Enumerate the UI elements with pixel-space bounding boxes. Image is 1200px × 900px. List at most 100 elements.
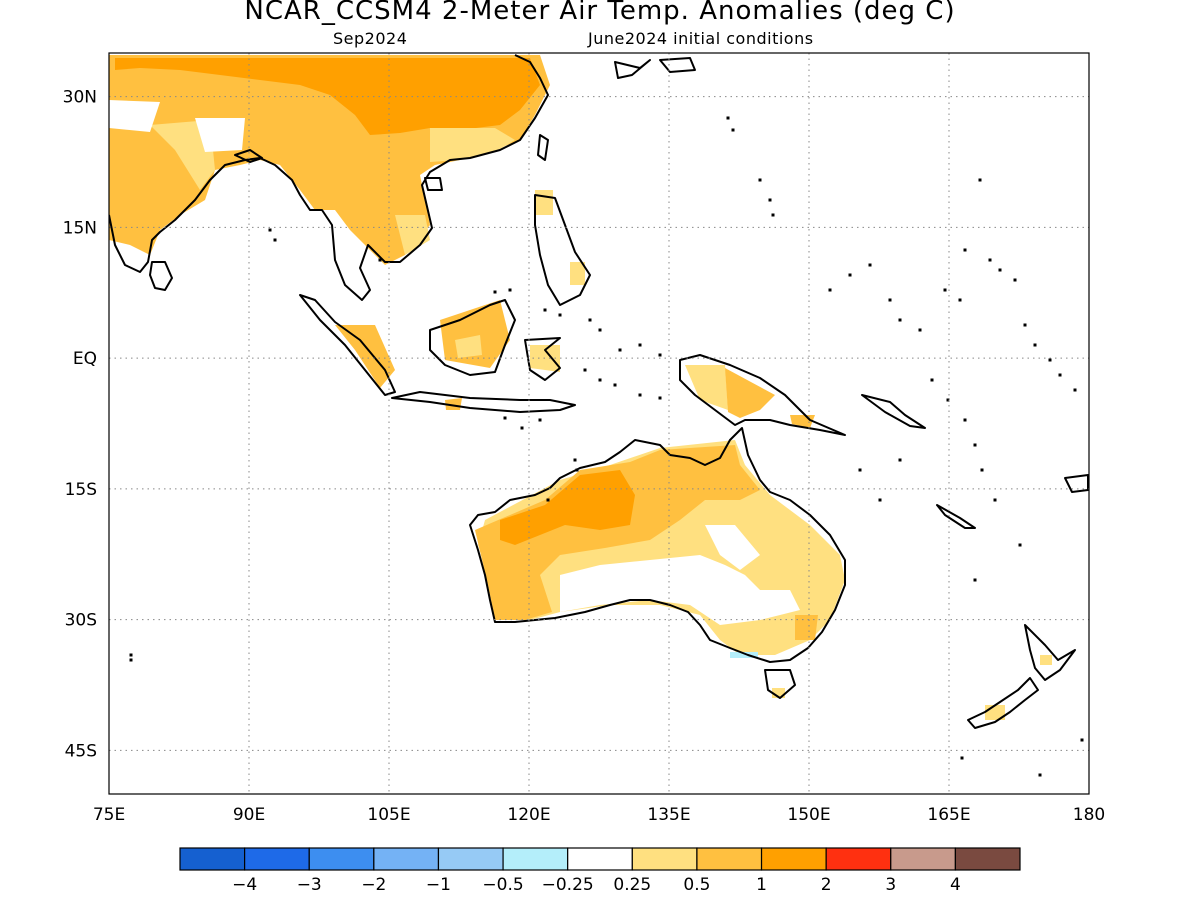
y-tick-label: 15N	[63, 218, 97, 238]
island-dot	[943, 288, 947, 292]
coast-new-zealand-north	[1024, 624, 1076, 681]
colorbar-label: 0.5	[683, 875, 710, 895]
colorbar-label: 1	[756, 875, 767, 895]
map-title: NCAR_CCSM4 2-Meter Air Temp. Anomalies (…	[244, 0, 956, 26]
island-dot	[848, 273, 852, 277]
colorbar-swatch	[437, 847, 504, 871]
colorbar-label: 2	[821, 875, 832, 895]
island-dot	[588, 318, 592, 322]
coast-new-zealand-south	[967, 677, 1039, 729]
colorbar-label: −4	[232, 875, 257, 895]
x-axis-labels: 75E 90E 105E 120E 135E 150E 165E 180	[93, 805, 1105, 825]
colorbar-swatch	[244, 847, 310, 871]
island-dot	[771, 213, 775, 217]
island-dot	[638, 393, 642, 397]
island-dot	[1080, 738, 1084, 742]
colorbar-label: −0.25	[542, 875, 594, 895]
island-dot	[1023, 323, 1027, 327]
coast-india-indochina	[109, 54, 549, 301]
island-dot	[508, 288, 512, 292]
island-dot	[129, 658, 133, 662]
colorbar-swatch	[502, 847, 569, 871]
island-dots	[129, 116, 1084, 777]
island-dot	[378, 258, 382, 262]
island-dot	[993, 498, 997, 502]
colorbar: −4 −3 −2 −1 −0.5 −0.25 0.25 0.5 1 2 3 4	[179, 847, 1021, 895]
colorbar-label: 4	[950, 875, 961, 895]
island-dot	[726, 116, 730, 120]
colorbar-swatch	[631, 847, 698, 871]
island-dot	[898, 458, 902, 462]
asia-anomaly-1-2	[115, 58, 540, 135]
island-dot	[575, 468, 579, 472]
colorbar-label: 0.25	[613, 875, 651, 895]
colorbar-swatch	[954, 847, 1021, 871]
island-dot	[963, 248, 967, 252]
colorbar-swatch	[825, 847, 892, 871]
island-dot	[638, 343, 642, 347]
island-dot	[1058, 373, 1062, 377]
island-dot	[963, 418, 967, 422]
colorbar-swatch	[179, 847, 246, 871]
island-dot	[598, 328, 602, 332]
island-dot	[973, 578, 977, 582]
colorbar-swatch	[308, 847, 375, 871]
coast-sri-lanka	[149, 261, 173, 291]
island-dot	[960, 756, 964, 760]
asia-anomaly-0.25-0.5	[430, 128, 515, 162]
map-gridlines	[109, 53, 1089, 794]
island-dot	[1018, 543, 1022, 547]
colorbar-label: 3	[885, 875, 896, 895]
x-tick-label: 105E	[367, 805, 410, 825]
island-dot	[988, 258, 992, 262]
coast-java	[391, 391, 576, 413]
y-tick-label: 45S	[65, 741, 97, 761]
colorbar-label: −3	[297, 875, 322, 895]
colorbar-swatch	[890, 847, 956, 871]
island-dot	[978, 178, 982, 182]
coast-borneo	[429, 299, 516, 376]
initial-conditions: June2024 initial conditions	[588, 29, 814, 48]
y-tick-label: 15S	[65, 480, 97, 500]
coast-taiwan	[537, 134, 549, 161]
island-dot	[946, 398, 950, 402]
island-dot	[888, 298, 892, 302]
coastlines	[109, 54, 1089, 729]
island-dot	[973, 443, 977, 447]
island-dot	[1038, 773, 1042, 777]
island-dot	[618, 348, 622, 352]
coast-new-guinea	[679, 354, 846, 436]
island-dot	[758, 178, 762, 182]
island-dot	[613, 383, 617, 387]
island-dot	[583, 368, 587, 372]
colorbar-swatch	[696, 847, 763, 871]
y-tick-label: EQ	[73, 349, 97, 369]
x-tick-label: 135E	[647, 805, 690, 825]
island-dot	[918, 328, 922, 332]
island-dot	[268, 228, 272, 232]
x-tick-label: 90E	[233, 805, 265, 825]
island-dot	[1073, 388, 1077, 392]
x-tick-label: 180	[1073, 805, 1105, 825]
island-dot	[1048, 358, 1052, 362]
island-dot	[868, 263, 872, 267]
y-tick-label: 30S	[65, 611, 97, 631]
x-tick-label: 150E	[787, 805, 830, 825]
x-tick-label: 120E	[507, 805, 550, 825]
coast-hainan	[424, 177, 443, 191]
island-dot	[520, 426, 524, 430]
island-dot	[658, 396, 662, 400]
island-dot	[493, 290, 497, 294]
island-dot	[930, 378, 934, 382]
australia-anomaly-1-2	[500, 470, 635, 545]
coast-sulawesi	[524, 337, 561, 381]
map-frame	[108, 52, 1090, 795]
island-dot	[898, 318, 902, 322]
island-dot	[1013, 278, 1017, 282]
coast-australia	[469, 427, 846, 663]
island-dot	[958, 298, 962, 302]
coast-philippines	[534, 194, 591, 306]
colorbar-swatch	[567, 847, 633, 871]
colorbar-label: −2	[361, 875, 386, 895]
